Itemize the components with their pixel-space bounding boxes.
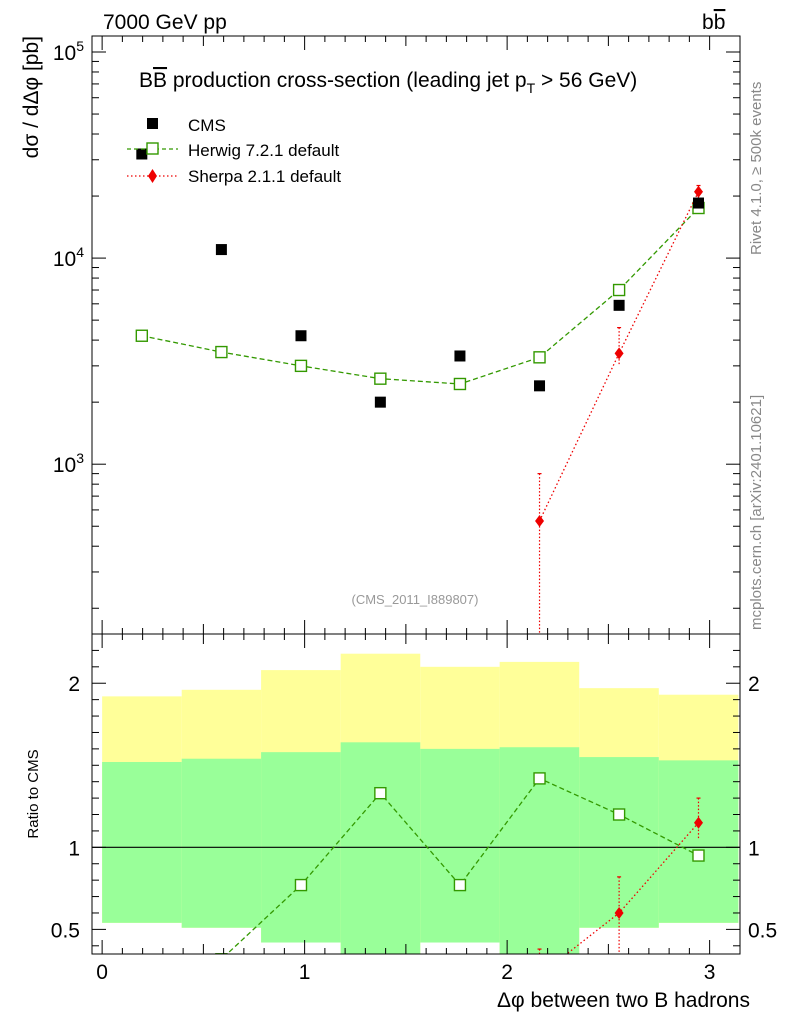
band-inner [420,748,500,943]
ratio-point-herwig [294,878,308,892]
x-tick-label: 1 [299,961,311,984]
main-point-herwig [612,283,626,297]
x-tick-label: 3 [704,961,716,984]
x-tick-label: 0 [96,961,108,984]
ratio-point-herwig [374,786,387,800]
main-point-cms [295,330,307,342]
band-inner [658,760,739,923]
y-tick-label-ratio-right: 1 [748,837,760,860]
ratio-series-line [226,777,699,954]
y-tick-label-main: 104 [53,244,84,271]
legend-label-sherpa: Sherpa 2.1.1 default [188,167,341,186]
main-point-cms [454,350,466,362]
main-title: BB production cross-section (leading jet… [139,69,637,96]
y-tick-label-ratio-left: 2 [68,673,80,696]
y-axis-label-ratio: Ratio to CMS [25,749,42,838]
band-inner [340,742,421,954]
side-label-top: Rivet 4.1.0, ≥ 500k events [748,82,765,255]
main-point-sherpa [535,515,545,528]
x-tick-label: 2 [501,961,513,984]
band-inner [102,762,182,923]
main-point-cms [215,244,227,256]
ratio-point-herwig [136,984,147,995]
main-point-herwig [533,351,546,364]
main-point-cms [374,396,386,408]
y-tick-label-ratio-left: 0.5 [51,919,80,942]
main-point-herwig [453,377,467,391]
main-plot-axes: 103 104 105 [53,36,740,634]
main-point-cms [136,148,148,160]
ratio-point-herwig [692,849,705,862]
legend-marker-cms [147,118,158,129]
main-plot-marks [135,148,705,634]
main-point-herwig [294,359,308,373]
legend-label-herwig: Herwig 7.2.1 default [188,141,339,160]
y-tick-label-ratio-left: 1 [68,837,80,860]
main-point-cms [534,380,546,392]
y-tick-label-main: 103 [53,450,84,477]
band-inner [181,758,262,928]
ratio-point-herwig [533,772,546,785]
y-tick-label-ratio-right: 0.5 [748,919,777,942]
x-axis-label: Δφ between two B hadrons [497,989,750,1012]
y-tick-label-main: 105 [53,38,84,65]
main-point-herwig [215,345,228,359]
legend: CMS Herwig 7.2.1 default Sherpa 2.1.1 de… [127,116,341,186]
main-series-line [141,207,699,385]
main-point-herwig [374,372,387,385]
legend-label-cms: CMS [188,116,226,135]
ratio-point-sherpa [693,816,703,829]
ratio-plot-marks [92,653,740,995]
y-tick-label-ratio-right: 2 [748,673,760,696]
main-point-cms [613,299,625,311]
side-label-bottom: mcplots.cern.ch [arXiv:2401.10621] [748,395,765,630]
ratio-plot-axes: 0.5 0.5 1 1 2 2 0 1 2 3 [51,634,777,984]
header-right: bb [702,11,725,34]
ratio-point-herwig [215,953,228,954]
y-axis-label-main: dσ / dΔφ [pb] [20,36,43,158]
main-plot: 103 104 105 BB production cross-section (l… [20,35,741,635]
main-point-sherpa [693,185,703,198]
header-left: 7000 GeV pp [103,11,227,34]
ratio-point-herwig [453,878,467,892]
main-point-sherpa [614,347,624,360]
legend-marker-sherpa [148,169,157,183]
ratio-plot-frame [91,633,741,955]
legend-marker-herwig [146,142,159,155]
ratio-point-herwig [612,808,626,821]
ratio-point-sherpa [535,969,544,981]
ratio-point-sherpa [614,906,624,919]
main-point-herwig [135,329,149,342]
watermark: (CMS_2011_I889807) [352,592,479,607]
ratio-plot: 0.5 0.5 1 1 2 2 0 1 2 3 Ratio to CMS Δφ between t… [25,633,777,1012]
main-point-cms [692,197,704,209]
